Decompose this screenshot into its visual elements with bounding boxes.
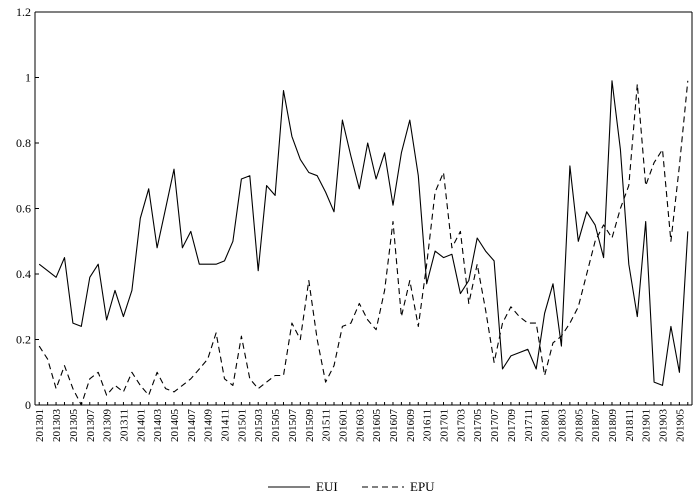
y-tick-label: 1.2 (16, 5, 31, 19)
series-line-eui (38, 80, 689, 386)
y-tick-label: 1 (25, 71, 31, 85)
x-tick-label: 201809 (607, 409, 619, 443)
series-line-epu (38, 80, 689, 406)
x-tick-label: 201601 (337, 409, 349, 442)
x-tick-label: 201411 (220, 409, 232, 442)
x-tick-label: 201503 (253, 409, 265, 443)
x-tick-label: 201505 (270, 409, 282, 443)
x-tick-label: 201903 (658, 409, 670, 443)
x-tick-label: 201603 (354, 409, 366, 443)
y-tick-label: 0.2 (16, 333, 31, 347)
y-tick-label: 0.8 (16, 136, 31, 150)
x-tick-label: 201703 (455, 409, 467, 443)
axes: 0 0.2 0.4 0.6 0.8 1 1.2 201301 201303 201305 20130… (16, 5, 693, 443)
x-tick-label: 201607 (388, 409, 400, 443)
series-layer (38, 80, 689, 406)
legend-eui-label: EUI (316, 479, 338, 494)
y-tick-label: 0.6 (16, 202, 31, 216)
legend-epu-label: EPU (410, 479, 435, 494)
x-tick-label: 201307 (85, 409, 97, 443)
x-tick-label: 201305 (68, 409, 80, 443)
x-tick-label: 201711 (523, 409, 535, 442)
x-tick-label: 201811 (624, 409, 636, 442)
x-tick-label: 201807 (590, 409, 602, 443)
x-tick-label: 201511 (321, 409, 333, 442)
x-tick-label: 201311 (118, 409, 130, 442)
y-tick-label: 0 (25, 398, 31, 412)
x-tick-label: 201805 (573, 409, 585, 443)
x-tick-label: 201901 (641, 409, 653, 442)
x-tick-label: 201405 (169, 409, 181, 443)
x-tick-label: 201401 (135, 409, 147, 442)
x-tick-label: 201507 (287, 409, 299, 443)
x-tick-label: 201905 (674, 409, 686, 443)
x-tick-label: 201501 (236, 409, 248, 442)
x-tick-label: 201707 (489, 409, 501, 443)
x-tick-label: 201701 (439, 409, 451, 442)
x-tick-label: 201403 (152, 409, 164, 443)
x-tick-label: 201303 (51, 409, 63, 443)
x-tick-label: 201301 (34, 409, 46, 442)
x-tick-label: 201705 (472, 409, 484, 443)
x-tick-label: 201605 (371, 409, 383, 443)
x-tick-label: 201803 (556, 409, 568, 443)
legend: EUI EPU (268, 479, 435, 494)
y-tick-label: 0.4 (16, 267, 31, 281)
x-tick-label: 201407 (186, 409, 198, 443)
x-tick-label: 201801 (540, 409, 552, 442)
x-tick-label: 201309 (102, 409, 114, 443)
x-tick-label: 201709 (506, 409, 518, 443)
x-tick-label: 201609 (405, 409, 417, 443)
x-tick-label: 201509 (304, 409, 316, 443)
x-tick-label: 201409 (203, 409, 215, 443)
x-tick-label: 201611 (422, 409, 434, 442)
